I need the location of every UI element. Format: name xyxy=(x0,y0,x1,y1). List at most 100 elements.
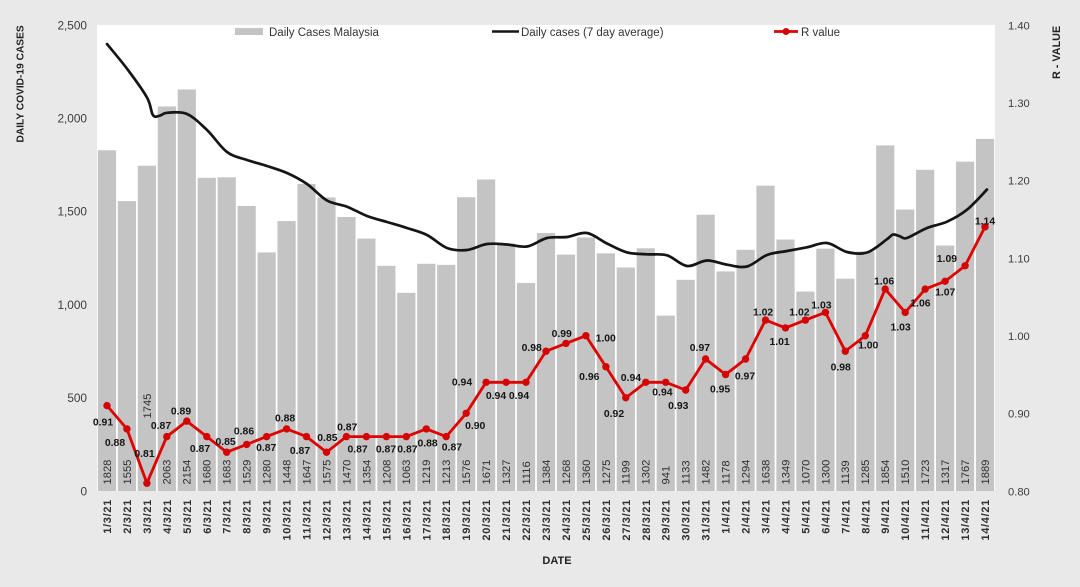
svg-text:1767: 1767 xyxy=(960,460,972,485)
svg-text:1.00: 1.00 xyxy=(596,334,616,345)
svg-text:0.94: 0.94 xyxy=(486,391,506,402)
svg-text:1294: 1294 xyxy=(741,460,753,485)
svg-text:1575: 1575 xyxy=(321,460,333,485)
svg-text:1063: 1063 xyxy=(401,460,413,485)
svg-text:1576: 1576 xyxy=(461,460,473,485)
svg-text:0.88: 0.88 xyxy=(275,414,295,425)
svg-text:2063: 2063 xyxy=(162,460,174,485)
svg-text:30/3/21: 30/3/21 xyxy=(681,499,693,541)
svg-text:1.14: 1.14 xyxy=(975,216,995,227)
svg-text:1.10: 1.10 xyxy=(1008,253,1030,265)
svg-text:23/3/21: 23/3/21 xyxy=(541,499,553,541)
svg-text:1723: 1723 xyxy=(920,460,932,485)
svg-text:3/4/21: 3/4/21 xyxy=(761,499,773,534)
svg-text:1828: 1828 xyxy=(102,460,114,485)
svg-text:3/3/21: 3/3/21 xyxy=(142,499,154,534)
svg-text:18/3/21: 18/3/21 xyxy=(441,499,453,541)
svg-text:1327: 1327 xyxy=(501,460,513,485)
svg-text:12/3/21: 12/3/21 xyxy=(322,499,334,541)
svg-text:24/3/21: 24/3/21 xyxy=(561,499,573,541)
svg-text:1,000: 1,000 xyxy=(57,298,87,312)
svg-text:0.95: 0.95 xyxy=(710,385,730,396)
svg-text:0.90: 0.90 xyxy=(1008,409,1030,421)
svg-text:1.02: 1.02 xyxy=(753,308,773,319)
svg-text:1178: 1178 xyxy=(721,460,733,484)
svg-text:5/3/21: 5/3/21 xyxy=(182,499,194,534)
svg-text:6/3/21: 6/3/21 xyxy=(202,499,214,534)
svg-text:1.02: 1.02 xyxy=(789,308,809,319)
svg-text:DATE: DATE xyxy=(542,555,571,567)
svg-text:0.98: 0.98 xyxy=(831,363,851,374)
svg-text:0.94: 0.94 xyxy=(621,373,641,384)
svg-text:9/3/21: 9/3/21 xyxy=(262,499,274,534)
svg-text:0.93: 0.93 xyxy=(668,401,688,412)
svg-text:1360: 1360 xyxy=(581,460,593,485)
svg-text:0.97: 0.97 xyxy=(690,343,710,354)
svg-text:13/3/21: 13/3/21 xyxy=(341,499,353,541)
svg-text:1.06: 1.06 xyxy=(874,277,894,288)
svg-text:0.87: 0.87 xyxy=(442,443,462,454)
svg-text:1219: 1219 xyxy=(421,460,433,485)
svg-text:0.85: 0.85 xyxy=(215,437,235,448)
svg-text:15/3/21: 15/3/21 xyxy=(381,499,393,541)
svg-text:1268: 1268 xyxy=(561,460,573,485)
svg-text:0.99: 0.99 xyxy=(552,329,572,340)
svg-text:1,500: 1,500 xyxy=(57,205,87,219)
svg-text:16/3/21: 16/3/21 xyxy=(401,499,413,541)
svg-text:20/3/21: 20/3/21 xyxy=(481,499,493,541)
svg-text:1510: 1510 xyxy=(900,460,912,485)
svg-text:1.06: 1.06 xyxy=(910,299,930,310)
svg-text:1199: 1199 xyxy=(621,460,633,484)
svg-text:0.89: 0.89 xyxy=(171,407,191,418)
svg-text:1.30: 1.30 xyxy=(1008,98,1030,110)
svg-text:1470: 1470 xyxy=(341,460,353,485)
svg-text:0.87: 0.87 xyxy=(397,445,417,456)
svg-text:0.87: 0.87 xyxy=(347,445,367,456)
svg-text:R - VALUE: R - VALUE xyxy=(1051,26,1063,79)
svg-text:1854: 1854 xyxy=(880,460,892,485)
svg-text:1349: 1349 xyxy=(780,460,792,485)
svg-text:12/4/21: 12/4/21 xyxy=(940,499,952,541)
svg-text:1.01: 1.01 xyxy=(769,337,789,348)
svg-text:1.09: 1.09 xyxy=(937,254,957,265)
svg-text:0.94: 0.94 xyxy=(652,388,672,399)
svg-text:7/4/21: 7/4/21 xyxy=(840,499,852,534)
svg-text:0.92: 0.92 xyxy=(604,409,624,420)
svg-text:1.00: 1.00 xyxy=(1008,331,1030,343)
svg-text:25/3/21: 25/3/21 xyxy=(581,499,593,541)
svg-text:0.85: 0.85 xyxy=(317,433,337,444)
svg-text:0.87: 0.87 xyxy=(337,423,357,434)
svg-text:5/4/21: 5/4/21 xyxy=(800,499,812,534)
svg-text:4/4/21: 4/4/21 xyxy=(781,499,793,534)
svg-text:941: 941 xyxy=(661,466,673,485)
svg-text:1302: 1302 xyxy=(641,460,653,485)
svg-text:Daily Cases Malaysia: Daily Cases Malaysia xyxy=(269,27,380,39)
svg-text:0.88: 0.88 xyxy=(105,438,125,449)
svg-text:4/3/21: 4/3/21 xyxy=(162,499,174,534)
svg-text:Daily cases (7 day average): Daily cases (7 day average) xyxy=(521,27,664,39)
svg-text:0.87: 0.87 xyxy=(151,421,171,432)
svg-text:2/3/21: 2/3/21 xyxy=(122,499,134,534)
svg-text:1280: 1280 xyxy=(262,460,274,485)
svg-text:1671: 1671 xyxy=(481,460,493,485)
svg-text:500: 500 xyxy=(67,391,87,405)
svg-text:1.00: 1.00 xyxy=(858,341,878,352)
svg-text:0.98: 0.98 xyxy=(522,343,542,354)
svg-text:0.96: 0.96 xyxy=(579,372,599,383)
svg-text:1275: 1275 xyxy=(601,460,613,485)
svg-text:13/4/21: 13/4/21 xyxy=(960,499,972,541)
svg-text:10/4/21: 10/4/21 xyxy=(900,499,912,541)
svg-text:0.80: 0.80 xyxy=(1008,486,1030,498)
svg-text:1354: 1354 xyxy=(361,460,373,485)
svg-text:0.87: 0.87 xyxy=(190,444,210,455)
svg-text:0.87: 0.87 xyxy=(256,443,276,454)
svg-text:0.94: 0.94 xyxy=(452,378,472,389)
svg-text:0.87: 0.87 xyxy=(376,445,396,456)
svg-text:1384: 1384 xyxy=(541,460,553,485)
svg-text:21/3/21: 21/3/21 xyxy=(501,499,513,541)
svg-text:0.87: 0.87 xyxy=(290,446,310,457)
svg-text:0.86: 0.86 xyxy=(234,427,254,438)
svg-text:27/3/21: 27/3/21 xyxy=(621,499,633,541)
svg-text:7/3/21: 7/3/21 xyxy=(222,499,234,534)
svg-text:26/3/21: 26/3/21 xyxy=(601,499,613,541)
